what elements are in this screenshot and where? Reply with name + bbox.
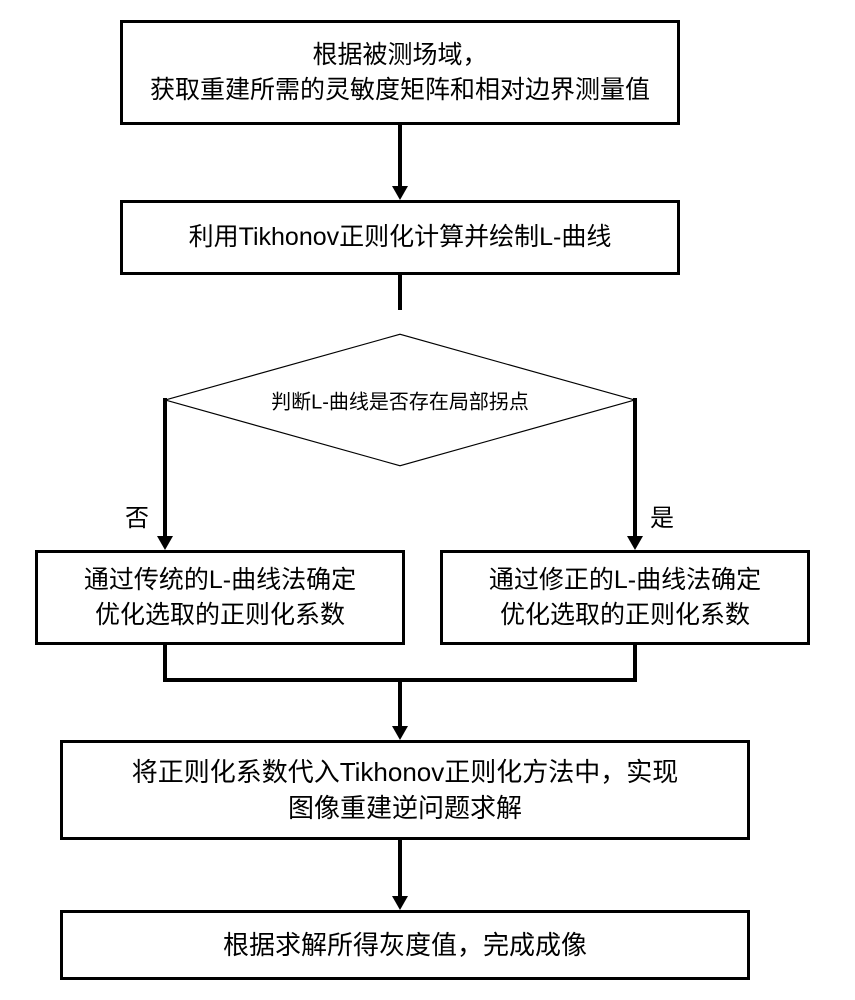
arrow-head-icon xyxy=(392,726,408,740)
edge xyxy=(163,398,167,536)
edge xyxy=(398,840,402,896)
node-label: 通过修正的L-曲线法确定优化选取的正则化系数 xyxy=(489,563,761,633)
node-label: 通过传统的L-曲线法确定优化选取的正则化系数 xyxy=(84,563,356,633)
flowchart-canvas: 根据被测场域，获取重建所需的灵敏度矩阵和相对边界测量值 利用Tikhonov正则… xyxy=(0,0,855,1000)
label-text: 否 xyxy=(125,505,149,532)
edge xyxy=(163,645,167,680)
edge xyxy=(633,398,637,536)
arrow-head-icon xyxy=(627,536,643,550)
node-tikhonov-solve: 将正则化系数代入Tikhonov正则化方法中，实现图像重建逆问题求解 xyxy=(60,740,750,840)
node-acquire-data: 根据被测场域，获取重建所需的灵敏度矩阵和相对边界测量值 xyxy=(120,20,680,125)
node-label: 判断L-曲线是否存在局部拐点 xyxy=(271,392,529,414)
node-decision-inflection: 判断L-曲线是否存在局部拐点 xyxy=(170,310,630,490)
edge xyxy=(398,125,402,186)
branch-label-yes: 是 xyxy=(650,498,674,533)
branch-label-no: 否 xyxy=(125,498,149,533)
edge xyxy=(398,680,402,726)
node-modified-lcurve: 通过修正的L-曲线法确定优化选取的正则化系数 xyxy=(440,550,810,645)
node-label: 根据被测场域，获取重建所需的灵敏度矩阵和相对边界测量值 xyxy=(150,38,650,108)
arrow-head-icon xyxy=(157,536,173,550)
node-label: 将正则化系数代入Tikhonov正则化方法中，实现图像重建逆问题求解 xyxy=(132,754,679,827)
node-traditional-lcurve: 通过传统的L-曲线法确定优化选取的正则化系数 xyxy=(35,550,405,645)
node-imaging-output: 根据求解所得灰度值，完成成像 xyxy=(60,910,750,980)
edge xyxy=(633,645,637,680)
arrow-head-icon xyxy=(392,896,408,910)
arrow-head-icon xyxy=(392,186,408,200)
node-label: 根据求解所得灰度值，完成成像 xyxy=(223,927,587,963)
label-text: 是 xyxy=(650,505,674,532)
